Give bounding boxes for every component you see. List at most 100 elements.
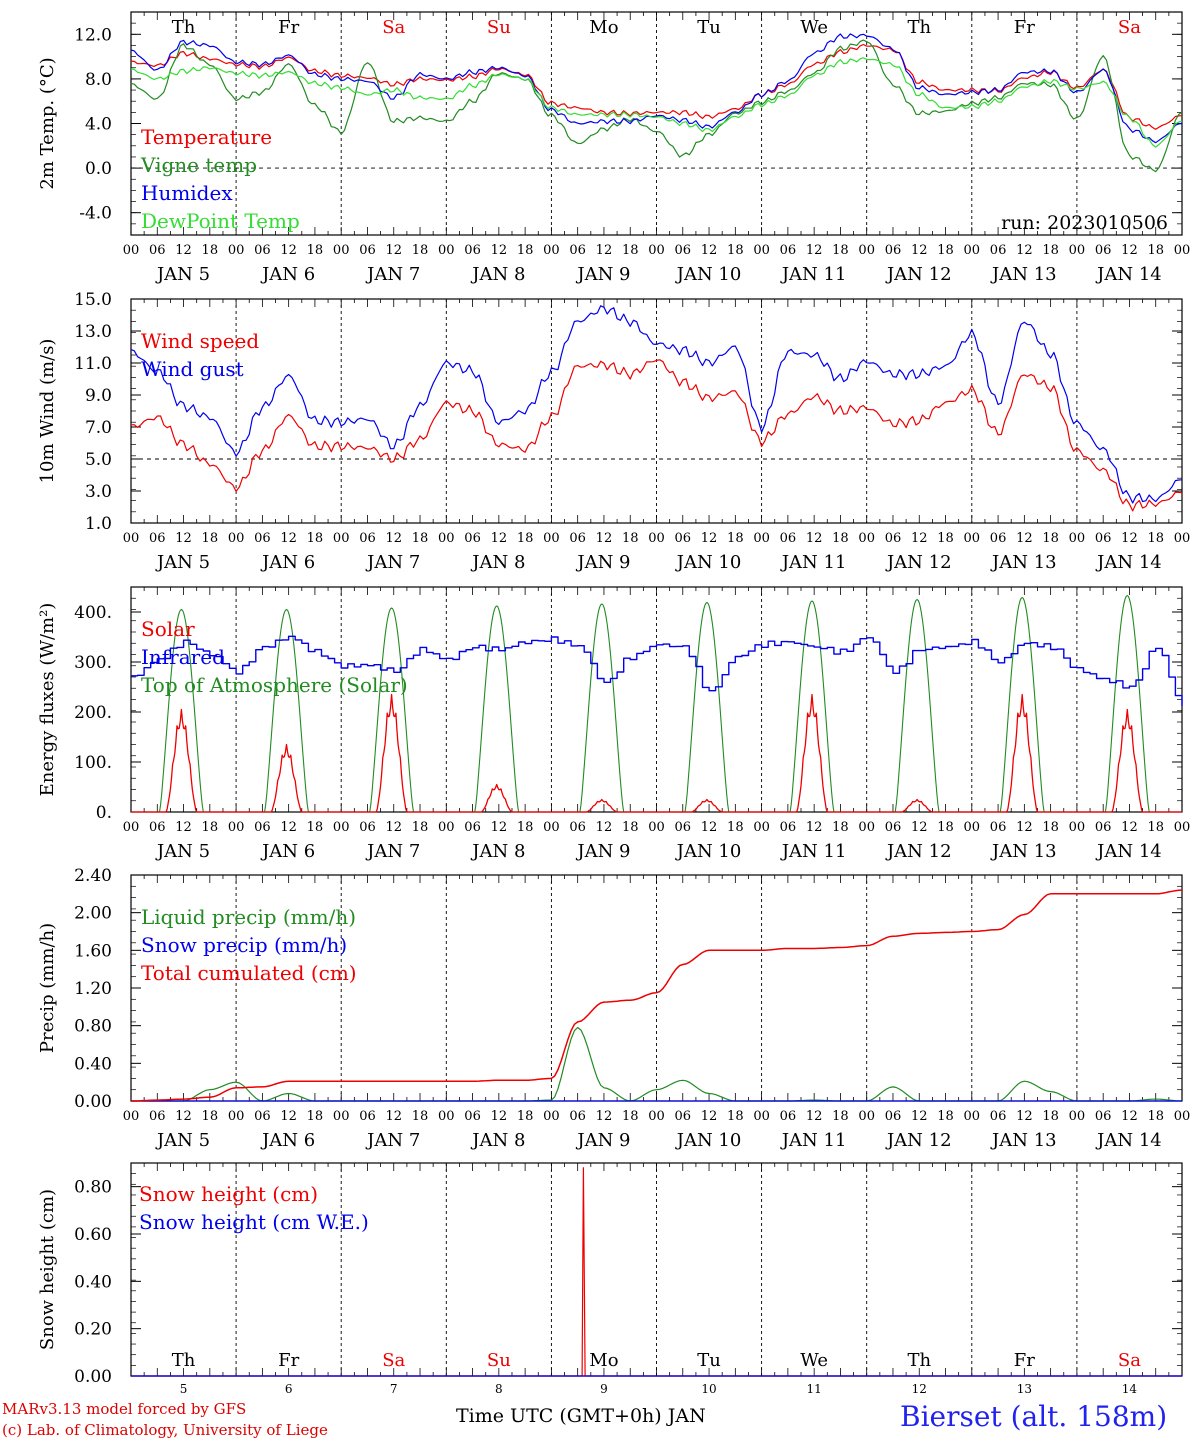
hour-tick-label: 18 (1042, 531, 1059, 546)
hour-tick-label: 12 (280, 1109, 297, 1124)
hour-tick-label: 00 (964, 243, 981, 258)
y-tick-label: 0. (96, 803, 112, 823)
y-tick-label: 3.0 (85, 482, 112, 502)
hour-tick-label: 00 (228, 243, 245, 258)
date-label: JAN 14 (1095, 1130, 1162, 1151)
y-tick-label: 0.00 (74, 1367, 112, 1387)
hour-tick-label: 12 (1016, 531, 1033, 546)
date-label: JAN 13 (990, 264, 1057, 285)
hour-tick-label: 00 (858, 1109, 875, 1124)
date-label: JAN 12 (885, 264, 952, 285)
legend-wind-gust: Wind gust (141, 357, 244, 381)
y-tick-label: 100. (74, 753, 112, 773)
y-tick-label: 2.00 (74, 904, 112, 924)
day-number: 8 (495, 1382, 503, 1396)
day-name: Th (907, 1350, 931, 1371)
hour-tick-label: 18 (622, 243, 639, 258)
lab-credit: (c) Lab. of Climatology, University of L… (2, 1421, 328, 1439)
hour-tick-label: 12 (596, 820, 613, 835)
day-name: Tu (697, 1350, 721, 1371)
day-name: Th (172, 1350, 196, 1371)
hour-tick-label: 18 (622, 820, 639, 835)
y-tick-label: 8.0 (85, 70, 112, 90)
hour-tick-label: 12 (596, 1109, 613, 1124)
hour-tick-label: 18 (727, 243, 744, 258)
hour-tick-label: 12 (701, 531, 718, 546)
hour-tick-label: 06 (254, 243, 271, 258)
date-label: JAN 9 (575, 264, 630, 285)
hour-tick-label: 06 (569, 243, 586, 258)
y-tick-label: 400. (74, 603, 112, 623)
hour-tick-label: 18 (832, 531, 849, 546)
plot-frame (130, 586, 1183, 813)
hour-tick-label: 06 (780, 1109, 797, 1124)
hour-tick-label: 12 (701, 243, 718, 258)
legend-top-of-atmosphere-solar: Top of Atmosphere (Solar) (141, 673, 408, 697)
date-label: JAN 10 (675, 264, 742, 285)
hour-tick-label: 18 (517, 531, 534, 546)
model-credit: MARv3.13 model forced by GFS (2, 1400, 247, 1418)
day-name: We (800, 1350, 828, 1371)
day-name: Sa (1118, 17, 1141, 38)
date-label: JAN 8 (470, 264, 525, 285)
date-label: JAN 9 (575, 552, 630, 573)
y-tick-label: 13.0 (74, 322, 112, 342)
hour-tick-label: 18 (202, 243, 219, 258)
series-humidex (130, 33, 1183, 144)
series-liquid-precip-mm-h (131, 1026, 1183, 1102)
series-total-cumulated-cm (131, 889, 1183, 1102)
hour-tick-label: 12 (175, 531, 192, 546)
y-tick-label: 0.20 (74, 1320, 112, 1340)
hour-tick-label: 18 (832, 1109, 849, 1124)
hour-tick-label: 18 (937, 1109, 954, 1124)
hour-tick-label: 00 (438, 820, 455, 835)
hour-tick-label: 06 (149, 531, 166, 546)
legend-solar: Solar (141, 617, 195, 641)
hour-tick-label: 00 (1069, 1109, 1086, 1124)
y-tick-label: 0.80 (74, 1017, 112, 1037)
hour-tick-label: 06 (885, 531, 902, 546)
hour-tick-label: 12 (1121, 820, 1138, 835)
hour-tick-label: 00 (648, 1109, 665, 1124)
legend-infrared: Infrared (141, 645, 225, 669)
hour-tick-label: 06 (885, 820, 902, 835)
y-axis-label: 2m Temp. (°C) (37, 57, 58, 189)
hour-tick-label: 18 (1147, 531, 1164, 546)
legend-snow-height-cm-w-e: Snow height (cm W.E.) (139, 1210, 369, 1234)
hour-tick-label: 00 (753, 243, 770, 258)
legend-total-cumulated-cm: Total cumulated (cm) (141, 961, 357, 985)
hour-tick-label: 00 (648, 820, 665, 835)
date-label: JAN 11 (780, 841, 847, 862)
hour-tick-label: 12 (280, 531, 297, 546)
hour-tick-label: 06 (359, 820, 376, 835)
hour-tick-label: 00 (228, 1109, 245, 1124)
hour-tick-label: 18 (412, 1109, 429, 1124)
y-tick-label: 1.20 (74, 979, 112, 999)
hour-tick-label: 18 (727, 820, 744, 835)
hour-tick-label: 12 (385, 243, 402, 258)
hour-tick-label: 18 (622, 531, 639, 546)
hour-tick-label: 06 (675, 531, 692, 546)
hour-tick-label: 12 (491, 820, 508, 835)
y-tick-label: 0.80 (74, 1178, 112, 1198)
date-label: JAN 9 (575, 841, 630, 862)
legend-temperature: Temperature (141, 125, 272, 149)
hour-tick-label: 12 (911, 820, 928, 835)
hour-tick-label: 06 (780, 243, 797, 258)
hour-tick-label: 00 (964, 820, 981, 835)
hour-tick-label: 18 (937, 820, 954, 835)
hour-tick-label: 06 (359, 243, 376, 258)
run-label: run: 2023010506 (1001, 212, 1168, 234)
panel-2: 15.0 13.0 11.0 9.0 7.0 5.0 3.0 1.0 10m Wind (m/s… (37, 290, 1190, 573)
y-tick-label: 9.0 (85, 386, 112, 406)
day-name: Mo (589, 17, 618, 38)
hour-tick-label: 00 (543, 820, 560, 835)
hour-tick-label: 12 (1016, 243, 1033, 258)
hour-tick-label: 06 (675, 1109, 692, 1124)
date-label: JAN 14 (1095, 841, 1162, 862)
hour-tick-label: 12 (385, 1109, 402, 1124)
hour-tick-label: 06 (780, 531, 797, 546)
hour-tick-label: 12 (491, 531, 508, 546)
hour-tick-label: 18 (307, 1109, 324, 1124)
hour-tick-label: 00 (123, 243, 140, 258)
